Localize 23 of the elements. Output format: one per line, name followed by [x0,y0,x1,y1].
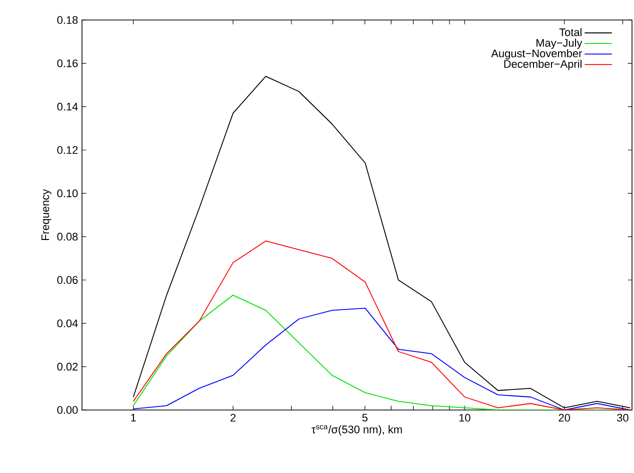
y-tick-label: 0.16 [57,59,78,68]
y-tick-label: 0.04 [57,319,78,328]
line-series [132,240,631,410]
y-tick-label: 0.02 [57,362,78,371]
legend-label: Total [559,28,582,36]
y-tick-label: 0.06 [57,276,78,284]
x-tick-label: 1 [131,414,136,422]
y-tick-label: 0.08 [57,232,78,241]
y-tick-label: 0.18 [57,16,78,24]
x-tick-label: 20 [558,414,570,422]
x-tick-label: 10 [459,414,470,422]
x-tick-label: 2 [230,414,236,422]
x-tick-label: 5 [362,414,368,422]
y-tick-label: 0.10 [57,189,78,198]
y-tick-label: 0.12 [57,146,78,154]
y-axis-title: Frequency [42,189,52,240]
y-tick-label: 0.14 [57,102,78,111]
legend-label: December−April [504,60,582,70]
legend-label: May−July [536,38,582,49]
y-tick-label: 0.00 [57,406,78,414]
x-axis-title: τ$^{sca}$/σ(530 nm), km [312,425,402,436]
legend-label: August−November [491,49,582,60]
x-tick-label: 30 [617,414,628,422]
